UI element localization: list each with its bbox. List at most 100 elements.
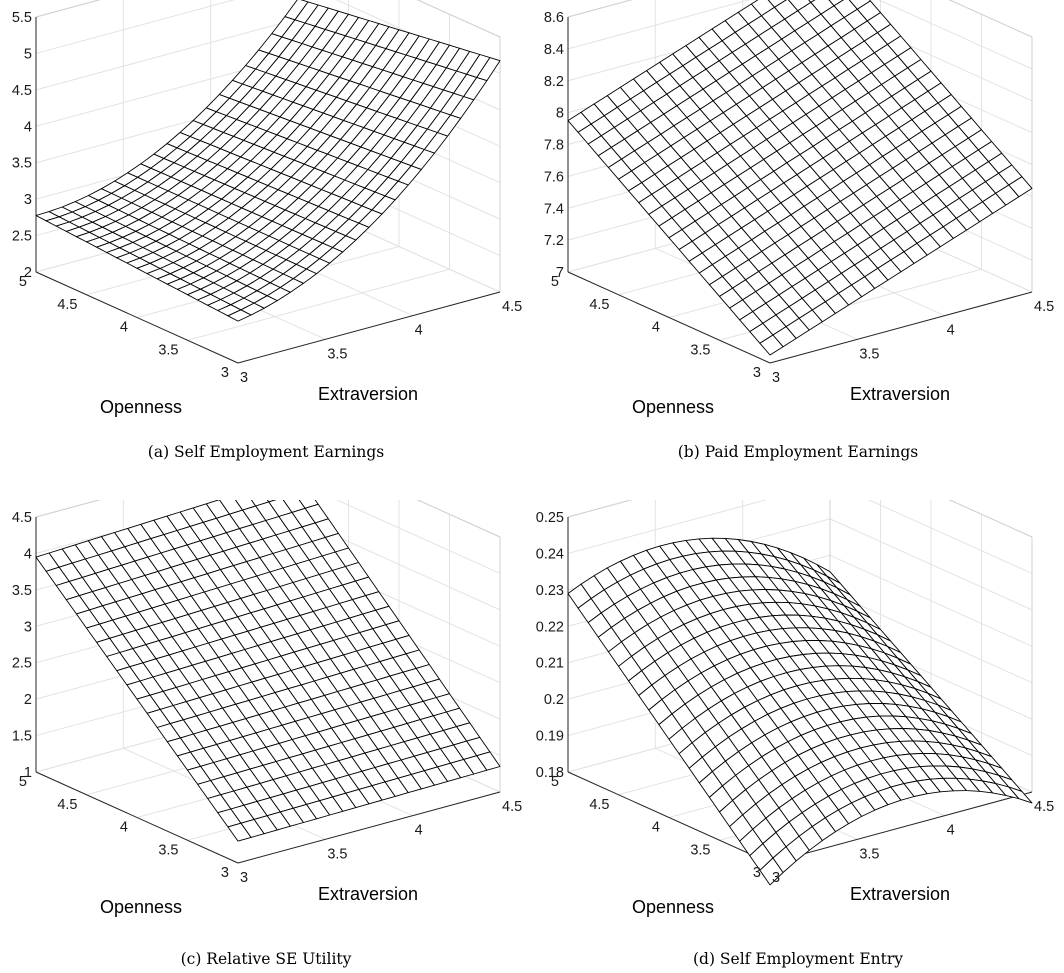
grid-line [35, 18, 299, 91]
y-axis-label: Openness [100, 397, 182, 417]
z-tick-label: 0.23 [536, 583, 564, 599]
x-tick-label: 3 [240, 870, 248, 886]
y-tick-label: 4 [652, 320, 660, 336]
y-tick-label: 3.5 [158, 842, 178, 858]
y-axis-label: Openness [100, 897, 182, 917]
caption-b: (b) Paid Employment Earnings [677, 443, 919, 461]
x-axis-line [769, 791, 1033, 864]
y-axis-line [567, 771, 771, 864]
z-tick-label: 3 [24, 619, 32, 635]
y-tick-label: 4 [120, 320, 128, 336]
z-tick-label: 7 [556, 265, 564, 281]
grid-line [567, 500, 768, 554]
surface-plot-self-employment-entry: 3 3.5 4 4.5 3 3.5 4 4.5 50.18 0.19 0.2 0.21 0.22 0.23… [536, 500, 1054, 917]
z-tick-label: 2 [24, 265, 32, 281]
y-tick-label: 4.5 [589, 297, 609, 313]
axes-2: 33.544.533.544.5511.522.533.544.5×104Ext… [6, 500, 522, 917]
grid-line [35, 0, 101, 18]
y-tick-label: 3 [753, 365, 761, 381]
y-tick-label: 5 [551, 774, 559, 790]
surface-mesh [567, 0, 1033, 356]
grid-line [567, 500, 633, 518]
x-tick-label: 3 [772, 870, 780, 886]
x-tick-label: 3.5 [327, 346, 347, 362]
grid-line [877, 0, 1033, 70]
z-tick-label: 8 [556, 106, 564, 122]
y-tick-label: 4.5 [57, 797, 77, 813]
x-axis-line [237, 791, 501, 864]
x-tick-label: 4.5 [1034, 799, 1054, 815]
caption-d: (d) Self Employment Entry [692, 950, 904, 968]
z-tick-label: 4 [24, 546, 32, 562]
axes-0: 33.544.533.544.5522.533.544.555.5×104Ext… [6, 0, 522, 417]
z-tick-label: 0.18 [536, 765, 564, 781]
z-tick-label: 8.2 [544, 74, 564, 90]
axis-box-edge [567, 0, 633, 18]
grid-line [187, 268, 450, 341]
axes-1: 3 3.5 4 4.5 3 3.5 4 4.5 57 7.2 7.4 7.6 7.8 8 8.2 8.4 8.6… [538, 0, 1054, 417]
y-tick-label: 5 [19, 774, 27, 790]
y-tick-label: 3.5 [690, 342, 710, 358]
z-tick-label: 3.5 [12, 583, 32, 599]
z-scale-multiplier: ×10 [6, 0, 28, 1]
z-tick-label: 7.2 [544, 233, 564, 249]
z-tick-label: 5.5 [12, 10, 32, 26]
x-tick-label: 3 [772, 370, 780, 386]
y-tick-label: 3 [753, 865, 761, 881]
z-tick-label: 0.19 [536, 729, 564, 745]
grid-line [567, 0, 751, 50]
axis-box-edge [948, 0, 1033, 38]
x-tick-label: 4 [947, 823, 955, 839]
y-tick-label: 3 [221, 865, 229, 881]
z-scale-multiplier: ×10 [6, 500, 28, 501]
caption-c: (c) Relative SE Utility [180, 950, 352, 968]
z-tick-label: 2.5 [12, 656, 32, 672]
axes-3: 3 3.5 4 4.5 3 3.5 4 4.5 50.18 0.19 0.2 0.21 0.22 0.23… [536, 500, 1054, 917]
z-tick-label: 3 [24, 192, 32, 208]
x-axis-label: Extraversion [318, 384, 418, 404]
surface-mesh [35, 500, 501, 842]
grid-line [335, 500, 501, 574]
grid-line [867, 500, 1033, 574]
z-tick-label: 8.6 [544, 10, 564, 26]
y-axis-line [35, 771, 239, 864]
surface-cell [476, 751, 501, 771]
axis-box-edge [35, 500, 101, 518]
z-tick-label: 5 [24, 46, 32, 62]
z-tick-label: 0.2 [544, 692, 564, 708]
x-tick-label: 4.5 [502, 299, 522, 315]
x-tick-label: 3.5 [327, 846, 347, 862]
y-tick-label: 4.5 [589, 797, 609, 813]
x-tick-label: 4 [947, 323, 955, 339]
z-tick-label: 2 [24, 692, 32, 708]
surface-plot-relative-se-utility: 33.544.533.544.5511.522.533.544.5×104Ext… [6, 500, 522, 917]
y-tick-label: 4 [652, 820, 660, 836]
axis-box-edge [948, 500, 1033, 538]
z-tick-label: 7.6 [544, 169, 564, 185]
axis-box-edge [567, 500, 633, 518]
surface-cell [1008, 786, 1033, 804]
x-axis-label: Extraversion [318, 884, 418, 904]
z-scale-multiplier: ×10 [538, 0, 560, 1]
z-tick-label: 7.4 [544, 201, 564, 217]
x-tick-label: 4 [415, 323, 423, 339]
axis-box-edge [416, 500, 501, 538]
z-tick-label: 0.24 [536, 546, 564, 562]
caption-a: (a) Self Employment Earnings [147, 443, 385, 461]
surface-cell [476, 57, 501, 82]
y-axis-label: Openness [632, 897, 714, 917]
z-tick-label: 4.5 [12, 510, 32, 526]
x-tick-label: 3 [240, 370, 248, 386]
surface-mesh [567, 537, 1033, 886]
z-tick-label: 4.5 [12, 83, 32, 99]
x-tick-label: 4.5 [502, 799, 522, 815]
y-tick-label: 5 [19, 274, 27, 290]
x-tick-label: 4.5 [1034, 299, 1054, 315]
z-tick-label: 8.4 [544, 42, 564, 58]
surface-plot-paid-employment-earnings: 3 3.5 4 4.5 3 3.5 4 4.5 57 7.2 7.4 7.6 7.8 8 8.2 8.4 8.6… [538, 0, 1054, 417]
axis-box-edge [416, 0, 501, 38]
surface-mesh [35, 0, 501, 322]
x-axis-label: Extraversion [850, 884, 950, 904]
y-axis-line [35, 271, 239, 364]
